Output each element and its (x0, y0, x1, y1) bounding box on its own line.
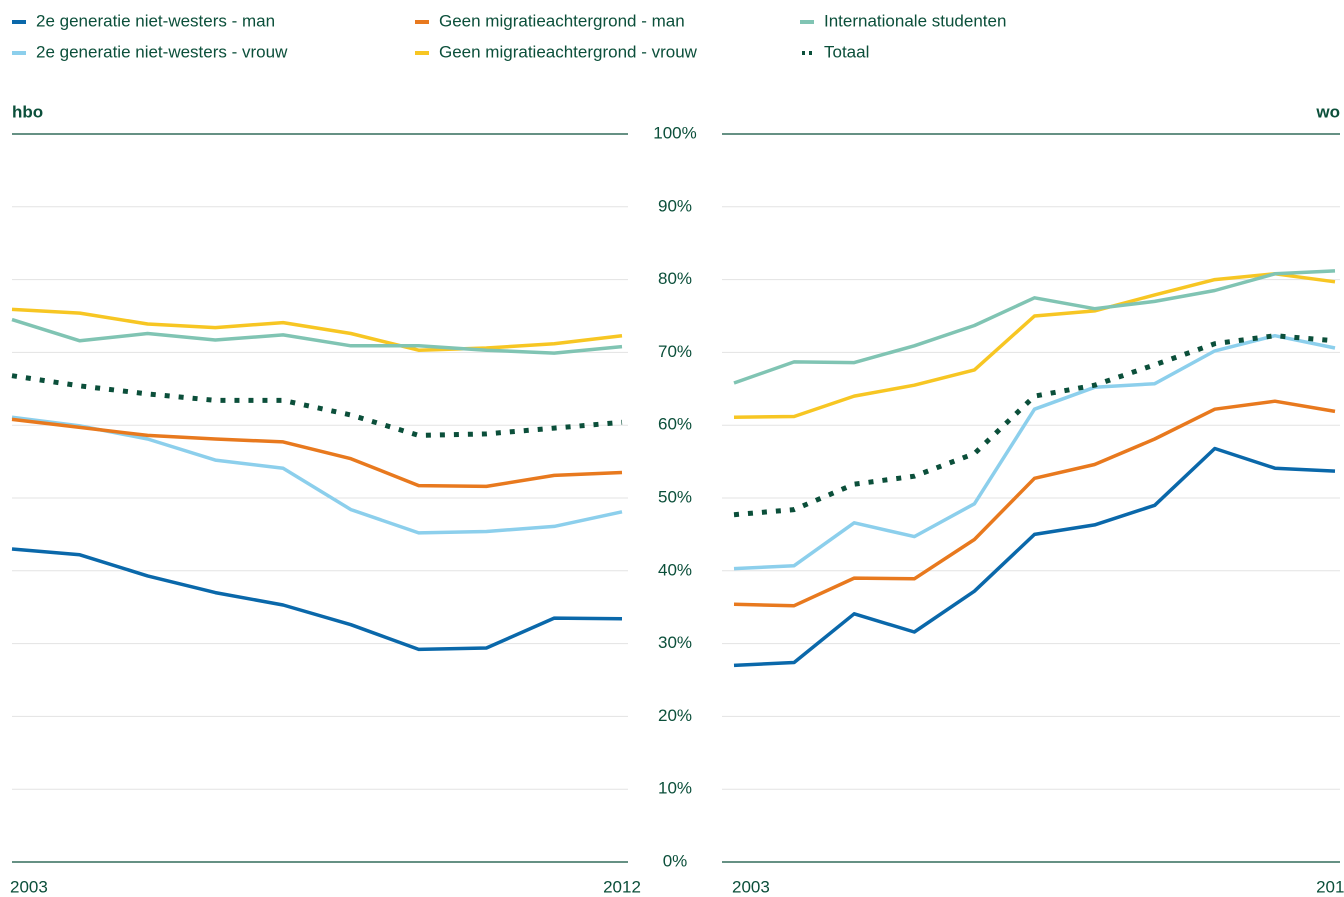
legend-label: 2e generatie niet-westers - vrouw (36, 42, 288, 61)
series-line (11, 547, 623, 652)
panel-title: wo (1315, 102, 1340, 121)
series-line (11, 307, 623, 352)
x-tick-label: 2003 (732, 877, 770, 896)
y-tick-label: 30% (658, 633, 692, 652)
legend-label: Internationale studenten (824, 11, 1006, 30)
series-line (11, 415, 623, 535)
series-line (733, 269, 1336, 385)
y-tick-label: 70% (658, 342, 692, 361)
legend-label: Geen migratieachtergrond - vrouw (439, 42, 698, 61)
legend-label: 2e generatie niet-westers - man (36, 11, 275, 30)
legend-label: Geen migratieachtergrond - man (439, 11, 685, 30)
series-line (733, 272, 1336, 419)
x-tick-label: 2012 (603, 877, 641, 896)
y-tick-label: 80% (658, 269, 692, 288)
y-tick-label: 0% (663, 851, 688, 870)
series-line (11, 317, 623, 355)
y-tick-label: 90% (658, 196, 692, 215)
series-line (733, 399, 1336, 608)
y-tick-label: 40% (658, 560, 692, 579)
y-tick-label: 100% (653, 123, 696, 142)
series-line (11, 373, 623, 438)
panel-title: hbo (12, 102, 43, 121)
x-tick-label: 2003 (10, 877, 48, 896)
series-line (733, 333, 1336, 571)
series-line (733, 446, 1336, 668)
y-tick-label: 60% (658, 415, 692, 434)
y-tick-label: 20% (658, 706, 692, 725)
y-tick-label: 50% (658, 487, 692, 506)
series-line (11, 417, 623, 489)
legend-label: Totaal (824, 42, 869, 61)
x-tick-label: 2013 (1316, 877, 1344, 896)
y-tick-label: 10% (658, 779, 692, 798)
